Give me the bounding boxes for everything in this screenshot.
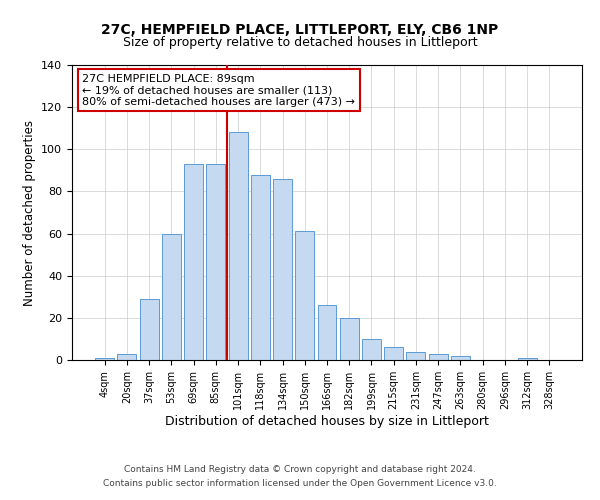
Bar xyxy=(451,356,470,360)
Bar xyxy=(406,352,425,360)
Bar xyxy=(206,164,225,360)
Bar xyxy=(317,305,337,360)
Bar xyxy=(340,318,359,360)
Bar xyxy=(118,354,136,360)
Bar xyxy=(273,179,292,360)
Bar xyxy=(518,358,536,360)
Bar xyxy=(184,164,203,360)
Y-axis label: Number of detached properties: Number of detached properties xyxy=(23,120,35,306)
Bar xyxy=(251,174,270,360)
Bar xyxy=(229,132,248,360)
Text: 27C HEMPFIELD PLACE: 89sqm
← 19% of detached houses are smaller (113)
80% of sem: 27C HEMPFIELD PLACE: 89sqm ← 19% of deta… xyxy=(82,74,355,107)
Text: Size of property relative to detached houses in Littleport: Size of property relative to detached ho… xyxy=(122,36,478,49)
Bar xyxy=(384,348,403,360)
Bar xyxy=(362,339,381,360)
Text: 27C, HEMPFIELD PLACE, LITTLEPORT, ELY, CB6 1NP: 27C, HEMPFIELD PLACE, LITTLEPORT, ELY, C… xyxy=(101,22,499,36)
Bar xyxy=(429,354,448,360)
Bar xyxy=(95,358,114,360)
Bar xyxy=(295,232,314,360)
Bar xyxy=(162,234,181,360)
X-axis label: Distribution of detached houses by size in Littleport: Distribution of detached houses by size … xyxy=(165,414,489,428)
Bar xyxy=(140,299,158,360)
Text: Contains HM Land Registry data © Crown copyright and database right 2024.
Contai: Contains HM Land Registry data © Crown c… xyxy=(103,466,497,487)
